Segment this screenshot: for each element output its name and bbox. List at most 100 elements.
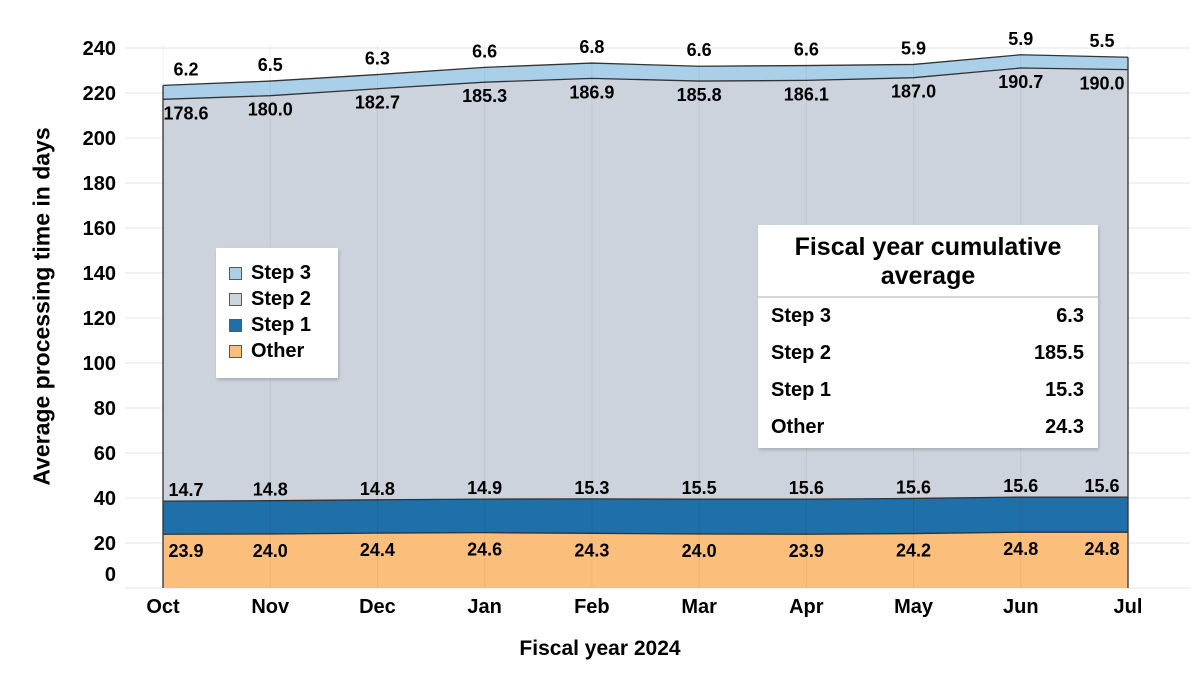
summary-row-label: Step 1 [771, 379, 832, 401]
y-tick-label: 60 [94, 443, 116, 465]
data-label-step-1: 14.8 [253, 480, 288, 500]
area-step-1 [163, 497, 1128, 535]
data-label-other: 24.4 [360, 540, 395, 560]
legend-swatch-icon [229, 318, 242, 332]
data-label-other: 24.2 [896, 541, 931, 561]
summary-table-body: Step 3 6.3 Step 2 185.5 Step 1 15.3 Other 24.3 [758, 298, 1098, 446]
data-label-other: 24.3 [574, 540, 609, 560]
summary-row-value: 15.3 [1045, 379, 1084, 401]
summary-row-label: Step 3 [771, 305, 832, 327]
data-label-other: 24.0 [253, 541, 288, 561]
y-tick-label: 200 [83, 128, 116, 150]
y-tick-label: 0 [105, 564, 116, 586]
data-label-step-3: 6.3 [365, 49, 390, 69]
data-label-other: 24.0 [682, 541, 717, 561]
data-label-step-1: 14.7 [168, 480, 203, 500]
y-tick-label: 80 [94, 398, 116, 420]
data-label-step-1: 15.6 [1003, 476, 1038, 496]
summary-row-value: 185.5 [1033, 342, 1084, 364]
data-label-step-3: 5.9 [901, 38, 926, 58]
data-label-step-2: 186.9 [569, 82, 614, 102]
legend-label: Step 1 [251, 313, 312, 336]
y-tick-label: 100 [83, 353, 116, 375]
data-label-step-3: 5.9 [1008, 29, 1033, 49]
data-label-other: 23.9 [789, 541, 824, 561]
x-tick-label: Jan [467, 596, 501, 618]
y-tick-label: 20 [94, 533, 116, 555]
data-label-step-3: 6.6 [794, 40, 819, 60]
y-tick-label: 140 [83, 263, 116, 285]
x-tick-label: May [894, 596, 934, 618]
area-outline-step-1 [162, 496, 1128, 502]
data-label-step-2: 185.8 [677, 85, 722, 105]
data-label-step-3: 6.6 [687, 40, 712, 60]
x-tick-label: Jun [1003, 596, 1039, 618]
summary-table-title: Fiscal year cumulative average [758, 225, 1098, 298]
area-step-3 [163, 54, 1128, 100]
data-label-step-2: 186.1 [784, 84, 829, 104]
x-tick-label: Jul [1114, 596, 1143, 618]
summary-row-value: 24.3 [1045, 416, 1084, 438]
data-label-step-2: 190.0 [1079, 74, 1124, 94]
data-label-other: 24.6 [467, 540, 502, 560]
x-tick-label: Apr [789, 596, 824, 618]
legend-item-step-3: Step 3 [229, 260, 328, 286]
x-tick-label: Dec [359, 596, 396, 618]
area-outline-step-2 [162, 67, 1129, 100]
data-label-step-1: 14.8 [360, 479, 395, 499]
summary-table-row: Other 24.3 [758, 409, 1098, 446]
data-label-step-3: 6.6 [472, 41, 497, 61]
data-label-step-3: 6.5 [258, 55, 283, 75]
x-tick-label: Mar [681, 596, 717, 618]
y-tick-label: 120 [83, 308, 116, 330]
data-label-step-2: 185.3 [462, 86, 507, 106]
data-label-step-2: 182.7 [355, 93, 400, 113]
data-label-step-3: 5.5 [1089, 31, 1114, 51]
data-label-step-3: 6.8 [579, 37, 604, 57]
legend-label: Step 2 [251, 287, 312, 310]
x-tick-label: Oct [146, 596, 180, 618]
data-label-step-2: 190.7 [998, 72, 1043, 92]
data-label-step-1: 15.6 [789, 478, 824, 498]
y-tick-label: 40 [94, 488, 116, 510]
summary-row-value: 6.3 [1056, 305, 1084, 327]
legend-label: Step 3 [251, 261, 312, 284]
legend-swatch-icon [229, 292, 242, 306]
area-other [163, 532, 1128, 588]
x-tick-label: Nov [251, 596, 290, 618]
data-label-step-1: 15.6 [896, 477, 931, 497]
legend-label: Other [251, 339, 305, 362]
data-label-step-2: 187.0 [891, 82, 936, 102]
area-outline-other [162, 531, 1128, 535]
data-label-other: 24.8 [1084, 539, 1119, 559]
y-tick-label: 220 [83, 83, 116, 105]
data-label-other: 23.9 [168, 541, 203, 561]
x-tick-label: Feb [574, 596, 610, 618]
legend-item-step-2: Step 2 [229, 286, 328, 312]
y-tick-label: 240 [83, 38, 116, 60]
data-label-step-1: 15.6 [1084, 476, 1119, 496]
data-label-step-1: 15.3 [574, 478, 609, 498]
y-tick-label: 160 [83, 218, 116, 240]
y-axis-title: Average processing time in days [28, 127, 55, 486]
summary-row-label: Step 2 [771, 342, 832, 364]
y-tick-label: 180 [83, 173, 116, 195]
x-axis-title: Fiscal year 2024 [519, 637, 681, 660]
legend-swatch-icon [229, 344, 242, 358]
summary-table-row: Step 1 15.3 [758, 372, 1098, 409]
summary-table-row: Step 3 6.3 [758, 298, 1098, 335]
legend-item-step-1: Step 1 [229, 312, 328, 338]
data-label-step-2: 178.6 [163, 103, 208, 123]
data-label-step-3: 6.2 [173, 59, 198, 79]
legend: Step 3 Step 2 Step 1 Other [216, 248, 338, 378]
legend-item-other: Other [229, 338, 328, 364]
data-label-step-1: 15.5 [682, 478, 717, 498]
data-label-step-2: 180.0 [248, 100, 293, 120]
summary-table: Fiscal year cumulative average Step 3 6.3… [758, 225, 1098, 448]
summary-row-label: Other [771, 416, 825, 438]
legend-swatch-icon [229, 266, 242, 280]
data-label-step-1: 14.9 [467, 478, 502, 498]
area-outline-step-3 [162, 54, 1129, 86]
summary-table-row: Step 2 185.5 [758, 335, 1098, 372]
